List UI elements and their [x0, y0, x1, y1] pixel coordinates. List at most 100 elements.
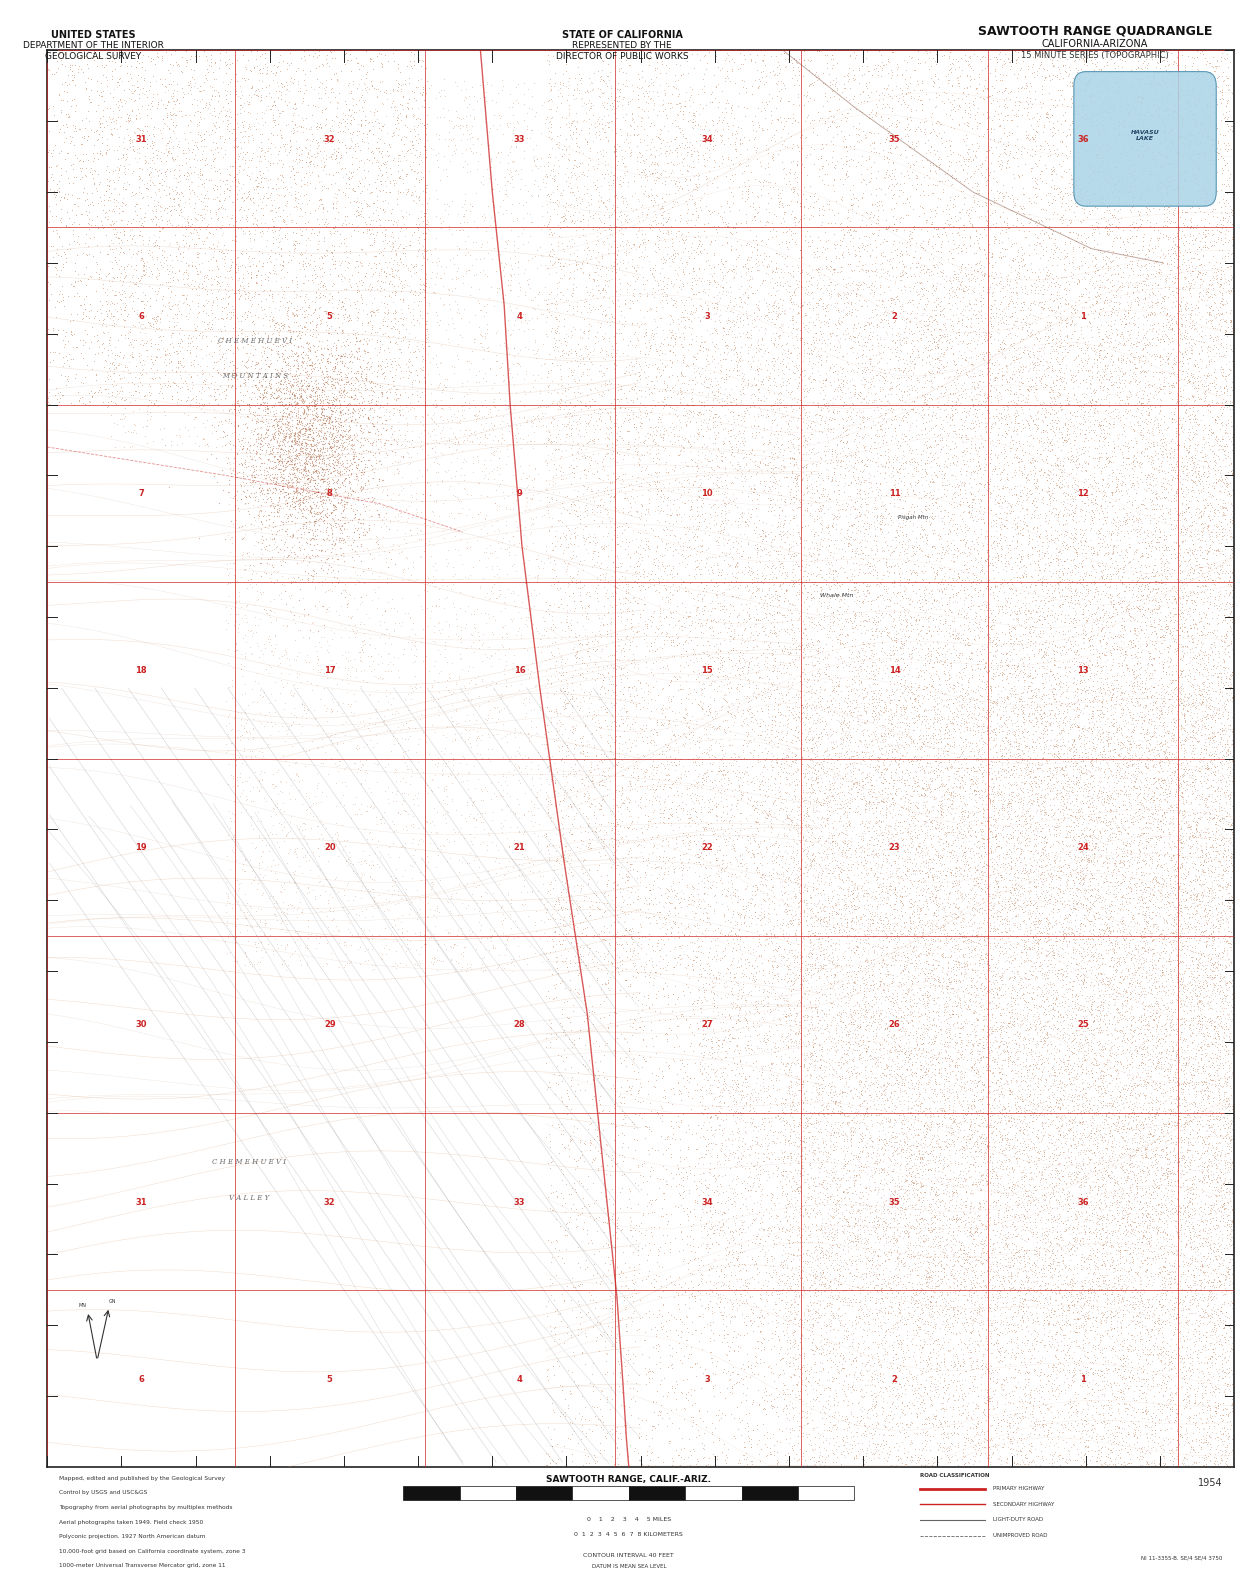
- Point: [1000, 1114, 1020, 1140]
- Point: [814, 1336, 833, 1362]
- Point: [189, 225, 209, 250]
- Point: [612, 143, 632, 168]
- Point: [857, 1113, 877, 1138]
- Point: [865, 885, 884, 910]
- Point: [351, 756, 371, 781]
- Point: [260, 307, 280, 332]
- Point: [616, 984, 636, 1009]
- Point: [1156, 899, 1176, 924]
- Point: [750, 1184, 770, 1209]
- Point: [867, 1303, 887, 1328]
- Point: [1059, 1144, 1079, 1169]
- Point: [861, 993, 881, 1018]
- Point: [290, 948, 310, 973]
- Point: [1086, 1250, 1106, 1275]
- Point: [520, 548, 540, 573]
- Point: [918, 1311, 938, 1336]
- Point: [937, 1177, 957, 1203]
- Point: [1103, 987, 1123, 1012]
- Point: [988, 387, 1008, 412]
- Point: [720, 881, 740, 907]
- Point: [875, 689, 894, 715]
- Point: [1131, 1289, 1151, 1314]
- Point: [1200, 1308, 1220, 1333]
- Point: [1174, 713, 1194, 738]
- Point: [1166, 778, 1186, 803]
- Point: [860, 1163, 880, 1188]
- Point: [974, 1162, 994, 1187]
- Point: [689, 337, 709, 362]
- Point: [153, 323, 173, 348]
- Point: [333, 436, 353, 461]
- Point: [1105, 312, 1125, 337]
- Point: [311, 390, 331, 416]
- Point: [975, 658, 995, 683]
- Point: [1215, 464, 1235, 490]
- Point: [1005, 658, 1025, 683]
- Point: [1010, 507, 1030, 532]
- Point: [1128, 290, 1148, 315]
- Point: [738, 666, 758, 691]
- Point: [613, 814, 633, 839]
- Point: [1135, 937, 1154, 962]
- Point: [369, 449, 389, 474]
- Point: [236, 206, 256, 231]
- Point: [564, 392, 583, 417]
- Point: [840, 282, 860, 307]
- Point: [610, 58, 629, 83]
- Point: [955, 1212, 975, 1237]
- Point: [368, 586, 388, 611]
- Point: [1098, 1437, 1118, 1462]
- Point: [871, 620, 891, 645]
- Point: [831, 1094, 851, 1119]
- Point: [999, 1237, 1019, 1262]
- Point: [1015, 469, 1035, 494]
- Point: [1194, 1267, 1214, 1292]
- Point: [651, 1234, 671, 1259]
- Point: [1005, 578, 1025, 603]
- Point: [800, 938, 820, 963]
- Point: [661, 1144, 680, 1169]
- Point: [1112, 908, 1132, 933]
- Point: [753, 252, 773, 277]
- Point: [652, 741, 672, 767]
- Point: [1164, 375, 1184, 400]
- Point: [807, 99, 827, 124]
- Point: [1143, 1179, 1163, 1204]
- Point: [959, 937, 979, 962]
- Point: [1202, 112, 1222, 137]
- Point: [680, 1343, 700, 1368]
- Point: [1040, 660, 1060, 685]
- Point: [902, 461, 922, 486]
- Point: [305, 472, 325, 497]
- Point: [998, 718, 1018, 743]
- Point: [995, 283, 1015, 309]
- Point: [797, 691, 817, 716]
- Point: [1140, 373, 1159, 398]
- Point: [392, 275, 412, 301]
- Point: [588, 1099, 608, 1124]
- Point: [1177, 926, 1197, 951]
- Point: [1177, 565, 1197, 590]
- Point: [372, 55, 392, 80]
- Point: [948, 825, 968, 850]
- Point: [749, 74, 769, 99]
- Point: [964, 460, 984, 485]
- Point: [1102, 820, 1122, 845]
- Point: [1212, 354, 1232, 379]
- Point: [748, 622, 768, 647]
- Point: [1065, 501, 1085, 526]
- Point: [845, 870, 865, 896]
- Point: [326, 143, 346, 168]
- Point: [1055, 512, 1075, 537]
- Point: [989, 1155, 1009, 1180]
- Point: [923, 768, 943, 793]
- Point: [1082, 552, 1102, 578]
- Point: [437, 554, 457, 579]
- Point: [323, 557, 343, 582]
- Point: [718, 212, 738, 238]
- Point: [720, 299, 740, 324]
- Point: [1066, 581, 1086, 606]
- Point: [1147, 491, 1167, 516]
- Point: [1069, 938, 1088, 963]
